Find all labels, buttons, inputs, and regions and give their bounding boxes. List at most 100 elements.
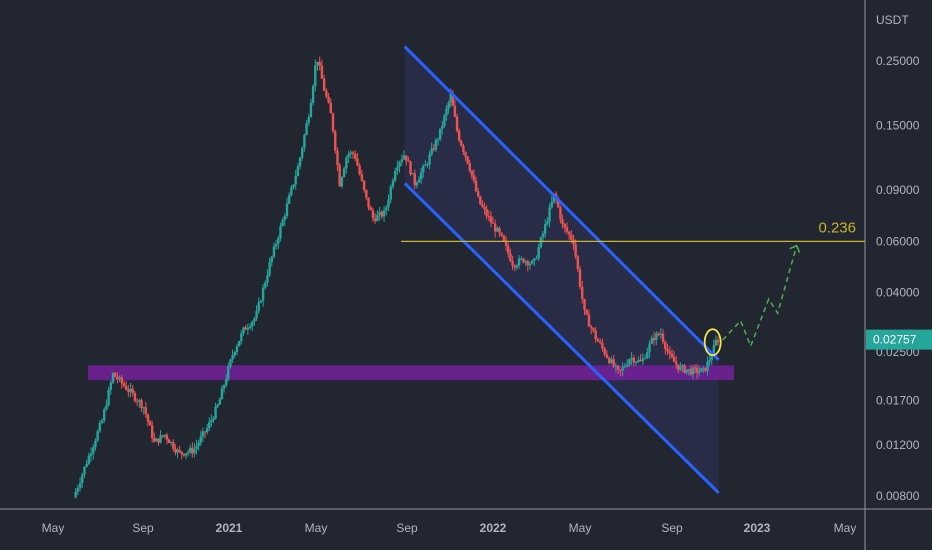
- candle-body: [470, 170, 474, 176]
- candle-body: [710, 356, 713, 361]
- candle-body: [138, 400, 141, 402]
- candle-body: [464, 152, 467, 157]
- candle-body: [96, 431, 99, 441]
- candle-body: [509, 253, 512, 262]
- candle-body: [601, 342, 604, 349]
- candle-body: [163, 434, 167, 437]
- candle-body: [474, 180, 478, 192]
- candle-body: [689, 369, 693, 375]
- candle-body: [517, 258, 521, 266]
- candle-body: [685, 369, 688, 373]
- candle-body: [619, 369, 622, 371]
- candle-body: [231, 355, 234, 360]
- channel-upper-line[interactable]: [403, 45, 720, 361]
- candle-body: [430, 148, 433, 155]
- candle-body: [369, 207, 372, 211]
- candle-body: [637, 359, 640, 362]
- x-tick-label: Sep: [132, 521, 154, 535]
- candle-body: [702, 367, 705, 369]
- candle-body: [197, 442, 200, 446]
- candle-body: [371, 210, 375, 219]
- candle-body: [214, 406, 217, 419]
- candle-body: [109, 382, 113, 390]
- candle-body: [526, 261, 529, 266]
- candle-body: [347, 154, 350, 158]
- candle-body: [165, 434, 169, 440]
- candle-body: [244, 327, 247, 330]
- candle-body: [287, 195, 291, 204]
- candle-body: [362, 180, 366, 190]
- candle-body: [641, 358, 645, 362]
- candle-body: [691, 367, 695, 375]
- candle-body: [118, 377, 121, 380]
- candle-body: [572, 239, 575, 245]
- candle-body: [201, 431, 205, 437]
- candle-body: [632, 357, 636, 363]
- candle-body: [428, 154, 431, 165]
- candle-body: [248, 326, 252, 329]
- candle-body: [457, 130, 461, 141]
- candle-body: [336, 150, 339, 166]
- candle-body: [205, 427, 209, 433]
- candle-body: [661, 333, 665, 342]
- candle-body: [169, 442, 173, 444]
- candle-body: [320, 65, 324, 79]
- candle-body: [329, 102, 332, 114]
- candle-body: [172, 442, 175, 449]
- candle-body: [447, 102, 450, 109]
- candle-body: [78, 482, 82, 488]
- current-price-tag: [866, 329, 932, 350]
- candle-body: [296, 166, 300, 177]
- candle-body: [257, 302, 260, 312]
- candle-body: [387, 199, 390, 208]
- candle-body: [612, 359, 615, 367]
- candle-body: [176, 449, 179, 453]
- candle-body: [491, 222, 495, 224]
- candle-body: [546, 221, 549, 225]
- candle-body: [314, 65, 317, 87]
- candle-body: [264, 282, 267, 288]
- y-tick-label: 0.01700: [876, 394, 920, 408]
- candle-body: [398, 162, 401, 167]
- candles: [74, 56, 720, 499]
- channel-lower-line[interactable]: [403, 182, 720, 494]
- candle-body: [210, 419, 213, 423]
- candle-body: [144, 407, 148, 415]
- candle-body: [191, 447, 194, 454]
- candle-body: [438, 128, 442, 140]
- candle-body: [621, 367, 624, 371]
- candle-body: [700, 368, 703, 372]
- candle-body: [544, 224, 547, 234]
- candle-body: [417, 179, 421, 183]
- candle-body: [407, 160, 410, 162]
- candle-body: [224, 379, 228, 386]
- candle-body: [266, 275, 269, 283]
- candle-body: [242, 327, 245, 334]
- candle-body: [449, 93, 452, 103]
- y-tick-label: 0.00800: [876, 489, 920, 503]
- candle-body: [643, 358, 647, 360]
- candle-body: [590, 326, 593, 329]
- x-tick-label: 2021: [216, 521, 243, 535]
- candle-body: [98, 423, 102, 432]
- candle-body: [277, 238, 280, 244]
- candle-body: [695, 367, 699, 373]
- candle-body: [496, 228, 499, 232]
- candle-body: [135, 400, 139, 402]
- candle-body: [142, 407, 145, 409]
- candle-body: [625, 364, 629, 367]
- candle-body: [598, 341, 602, 343]
- candle-body: [373, 218, 377, 222]
- candle-body: [650, 337, 654, 344]
- candle-body: [489, 216, 493, 223]
- candle-body: [581, 286, 584, 300]
- candle-body: [513, 265, 516, 268]
- candle-body: [203, 431, 207, 433]
- candle-body: [318, 61, 321, 66]
- candle-body: [148, 421, 152, 426]
- candle-body: [356, 158, 359, 166]
- candle-body: [376, 214, 379, 222]
- candle-body: [253, 318, 256, 322]
